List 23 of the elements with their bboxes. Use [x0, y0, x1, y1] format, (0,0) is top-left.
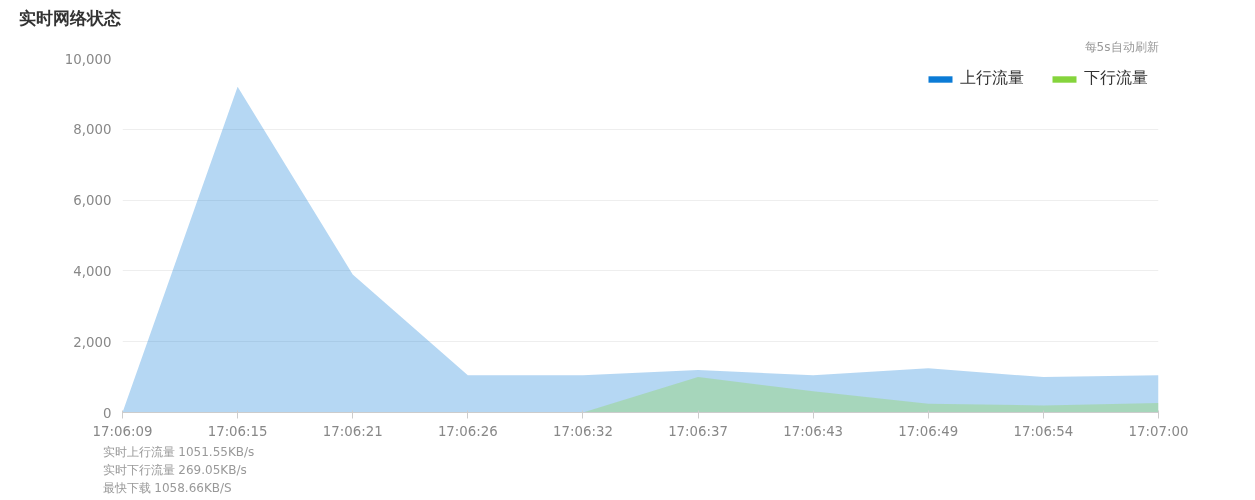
y-tick-label: 10,000 — [64, 51, 112, 67]
x-tick-label: 17:06:21 — [322, 423, 383, 439]
text: 最快下载 1058.66KB/S — [102, 480, 232, 495]
x-tick-label: 17:06:43 — [783, 423, 844, 439]
x-tick-label: 17:06:37 — [668, 423, 728, 439]
legend-label: 下行流量 — [1084, 68, 1148, 89]
text: 实时下行流量 269.05KB/s — [102, 462, 247, 477]
x-tick-label: 17:06:54 — [1013, 423, 1074, 439]
chart-subtitle: 每5s自动刷新 — [1084, 39, 1159, 54]
legend-label: 上行流量 — [960, 68, 1024, 89]
y-tick-label: 0 — [103, 405, 112, 421]
y-tick-label: 2,000 — [73, 334, 112, 350]
x-tick-label: 17:06:49 — [898, 423, 959, 439]
chart-title: 实时网络状态 — [18, 7, 121, 28]
text: 实时上行流量 1051.55KB/s — [102, 444, 255, 459]
x-tick-label: 17:06:26 — [437, 423, 498, 439]
y-tick-label: 8,000 — [73, 122, 112, 138]
y-tick-label: 6,000 — [73, 193, 112, 209]
x-tick-label: 17:07:00 — [1128, 423, 1189, 439]
y-tick-label: 4,000 — [73, 263, 112, 279]
x-tick-label: 17:06:32 — [553, 423, 613, 439]
x-tick-label: 17:06:15 — [207, 423, 268, 439]
x-tick-label: 17:06:09 — [92, 423, 153, 439]
